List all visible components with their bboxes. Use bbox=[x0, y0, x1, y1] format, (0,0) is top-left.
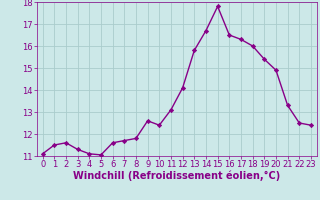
X-axis label: Windchill (Refroidissement éolien,°C): Windchill (Refroidissement éolien,°C) bbox=[73, 171, 280, 181]
